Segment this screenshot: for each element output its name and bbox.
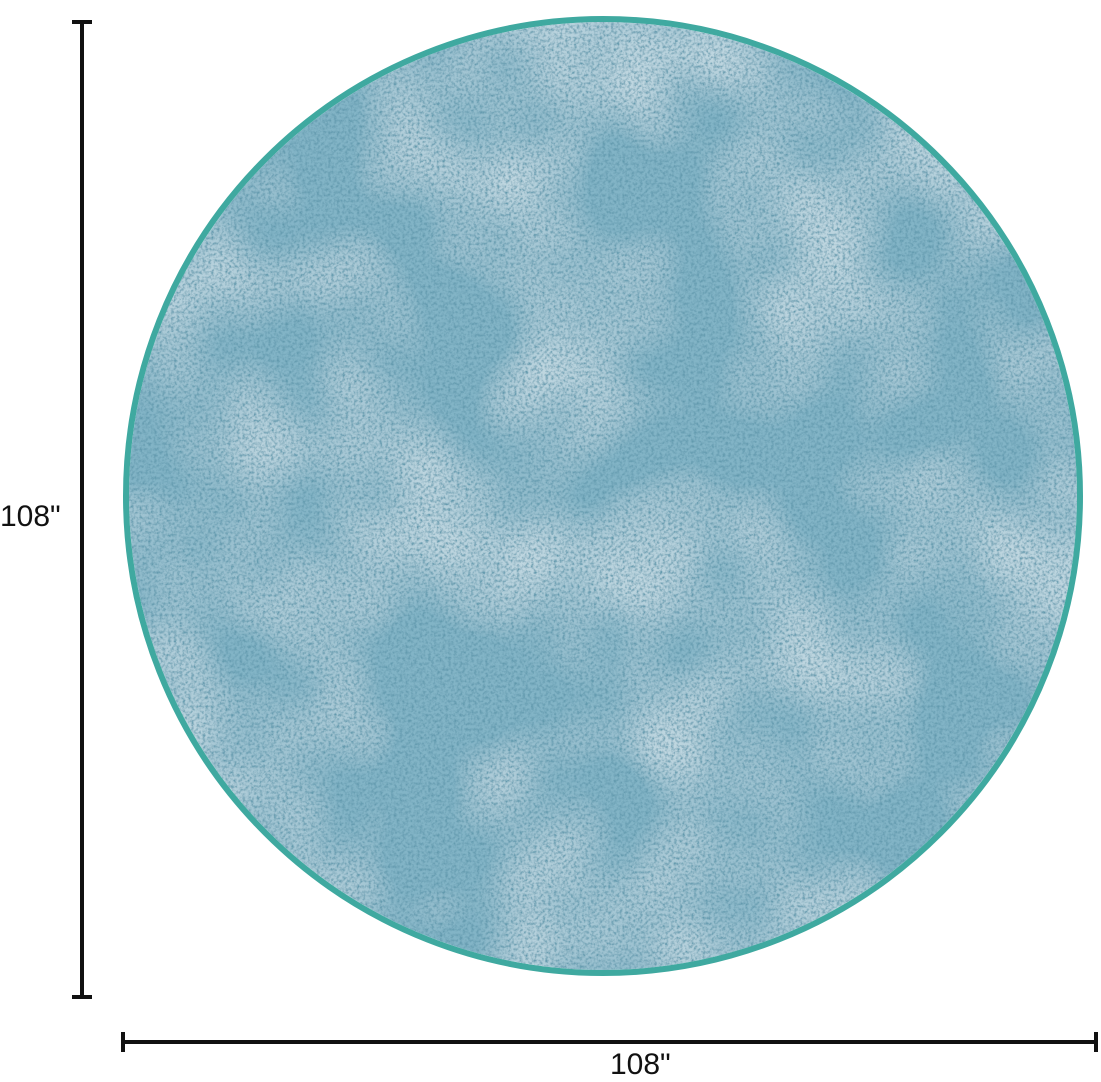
width-dimension-line <box>121 1032 1098 1052</box>
height-label: 108" <box>0 500 61 533</box>
rug-border <box>123 16 1083 976</box>
round-rug <box>123 16 1083 976</box>
height-dimension-line <box>72 20 92 999</box>
width-label: 108" <box>610 1048 671 1081</box>
rug-pile-texture <box>129 22 1077 970</box>
